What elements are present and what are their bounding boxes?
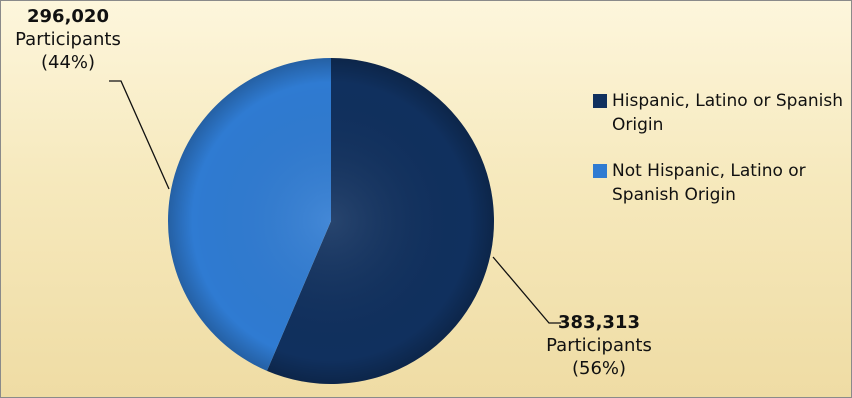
legend-label: Not Hispanic, Latino or Spanish Origin bbox=[612, 161, 806, 205]
legend-label: Hispanic, Latino or Spanish Origin bbox=[612, 91, 844, 135]
slice-unit: Participants bbox=[546, 335, 652, 356]
legend-item-not-hispanic: Not Hispanic, Latino or Spanish Origin bbox=[593, 159, 851, 207]
pie-shading bbox=[168, 58, 494, 384]
data-label-not-hispanic: 296,020 Participants (44%) bbox=[9, 5, 127, 74]
data-label-hispanic: 383,313 Participants (56%) bbox=[537, 311, 661, 380]
slice-percent: (44%) bbox=[40, 52, 96, 73]
legend-item-hispanic: Hispanic, Latino or Spanish Origin bbox=[593, 89, 851, 137]
slice-unit: Participants bbox=[15, 29, 121, 50]
legend: Hispanic, Latino or Spanish Origin Not H… bbox=[593, 89, 851, 229]
leader-line-not-hispanic bbox=[109, 80, 170, 190]
slice-percent: (56%) bbox=[571, 358, 627, 379]
slice-value: 296,020 bbox=[27, 6, 109, 27]
legend-swatch bbox=[593, 164, 607, 178]
leader-line-hispanic bbox=[492, 256, 561, 324]
legend-swatch bbox=[593, 94, 607, 108]
slice-value: 383,313 bbox=[558, 312, 640, 333]
